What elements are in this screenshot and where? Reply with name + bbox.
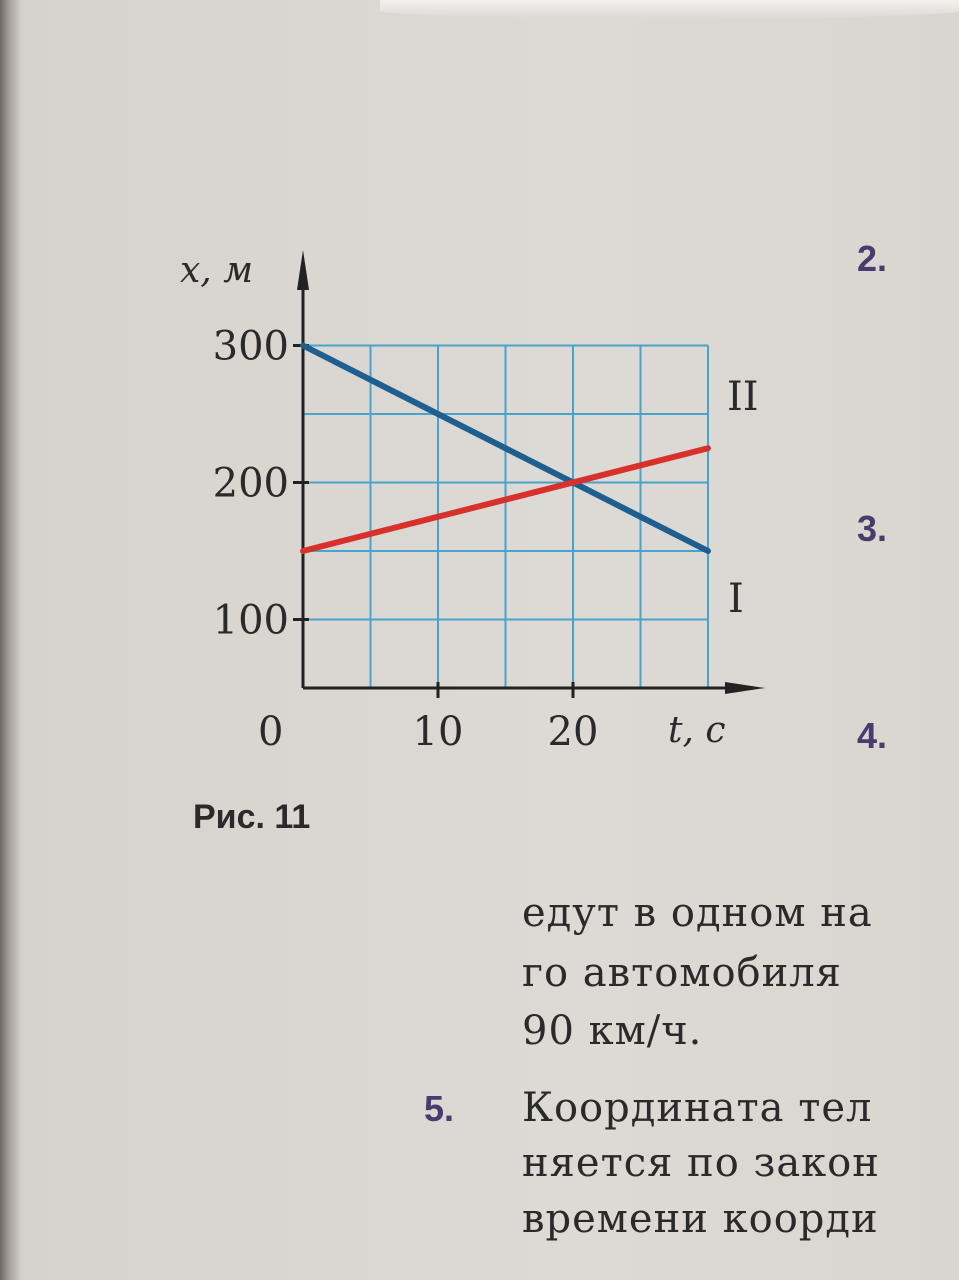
y-tick-label: 100 [213, 598, 289, 644]
text-line: го автомобиля [522, 950, 842, 996]
series-line-II [300, 445, 711, 554]
origin-label: 0 [258, 709, 283, 755]
y-tick-label: 200 [213, 461, 289, 507]
series-line-I [300, 342, 711, 554]
tick-labels: 100 200 300 10 20 [213, 324, 599, 756]
text-line: 90 км/ч. [522, 1008, 703, 1054]
x-tick-label: 10 [413, 709, 464, 755]
text-line: няется по закон [522, 1140, 880, 1186]
text-line: времени коорди [522, 1196, 879, 1242]
y-axis-arrow [297, 250, 309, 290]
figure-caption: Рис. 11 [193, 798, 311, 836]
grid [303, 344, 709, 688]
text-line: едут в одном на [522, 890, 873, 936]
text-line: Координата тел [522, 1085, 873, 1131]
x-axis-arrow [725, 682, 765, 694]
series-label-I: I [728, 576, 744, 622]
axes [293, 250, 765, 698]
series-lines [300, 342, 711, 554]
question-number-4: 4. [857, 715, 888, 756]
x-axis-label: t, с [668, 710, 726, 751]
question-number-5: 5. [424, 1088, 455, 1129]
page-edge-shadow [380, 0, 959, 18]
series-label-II: II [727, 374, 759, 420]
x-tick-label: 20 [548, 709, 599, 755]
y-axis-label: x, м [180, 250, 253, 291]
question-number-3: 3. [857, 508, 888, 549]
y-tick-label: 300 [213, 324, 289, 370]
question-number-2: 2. [857, 238, 888, 279]
